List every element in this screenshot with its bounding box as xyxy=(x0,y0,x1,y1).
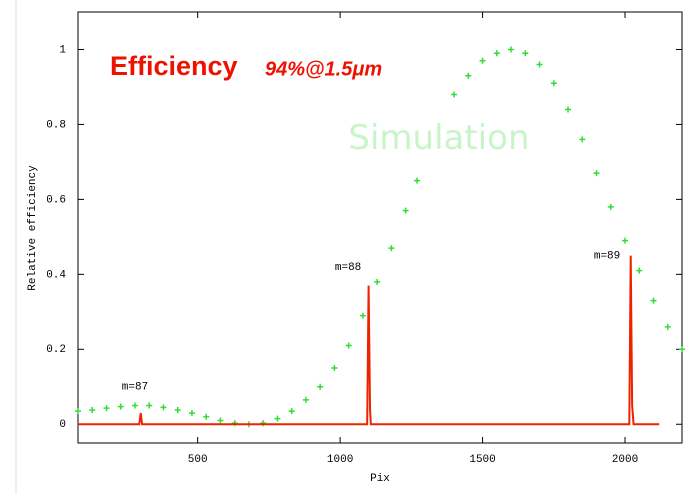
point xyxy=(103,405,110,412)
point xyxy=(508,46,515,53)
point xyxy=(565,106,572,113)
point xyxy=(89,407,96,414)
point xyxy=(493,50,500,57)
point xyxy=(188,410,195,417)
point xyxy=(679,346,685,353)
point xyxy=(345,342,352,349)
point xyxy=(217,417,224,424)
point xyxy=(536,61,543,68)
point xyxy=(203,413,210,420)
annotation: m=88 xyxy=(335,262,361,274)
point xyxy=(146,402,153,409)
point xyxy=(117,403,124,410)
annotation: m=87 xyxy=(122,382,148,394)
point xyxy=(607,203,614,210)
y-tick-label: 0.4 xyxy=(46,269,66,281)
point xyxy=(414,177,421,184)
point xyxy=(664,323,671,330)
point xyxy=(402,207,409,214)
point xyxy=(75,408,81,415)
chart-subtitle: 94%@1.5μm xyxy=(265,58,382,80)
annotation: m=89 xyxy=(594,251,620,263)
point xyxy=(593,170,600,177)
point xyxy=(331,365,338,372)
point xyxy=(131,402,138,409)
point xyxy=(650,297,657,304)
point xyxy=(622,237,629,244)
point xyxy=(465,72,472,79)
x-tick-label: 500 xyxy=(188,454,208,466)
point xyxy=(374,278,381,285)
point xyxy=(317,383,324,390)
point xyxy=(550,80,557,87)
point xyxy=(579,136,586,143)
y-tick-label: 1 xyxy=(59,44,66,56)
chart-title: Efficiency xyxy=(110,51,238,81)
y-tick-label: 0 xyxy=(59,419,66,431)
plot-frame xyxy=(77,11,683,444)
point xyxy=(388,245,395,252)
annotation: Simulation xyxy=(348,118,529,158)
y-tick-label: 0.2 xyxy=(46,344,66,356)
point xyxy=(174,407,181,414)
point xyxy=(288,408,295,415)
point xyxy=(274,415,281,422)
y-tick-label: 0.8 xyxy=(46,119,66,131)
x-tick-label: 2000 xyxy=(612,454,638,466)
point xyxy=(636,267,643,274)
point xyxy=(302,396,309,403)
point xyxy=(522,50,529,57)
point xyxy=(479,57,486,64)
x-tick-label: 1500 xyxy=(469,454,495,466)
x-axis-label: Pix xyxy=(370,473,390,485)
line xyxy=(78,255,660,426)
x-tick-label: 1000 xyxy=(327,454,353,466)
y-tick-label: 0.6 xyxy=(46,194,66,206)
point xyxy=(451,91,458,98)
y-axis-label: Relative efficiency xyxy=(27,165,39,291)
point xyxy=(359,312,366,319)
point xyxy=(160,404,167,411)
